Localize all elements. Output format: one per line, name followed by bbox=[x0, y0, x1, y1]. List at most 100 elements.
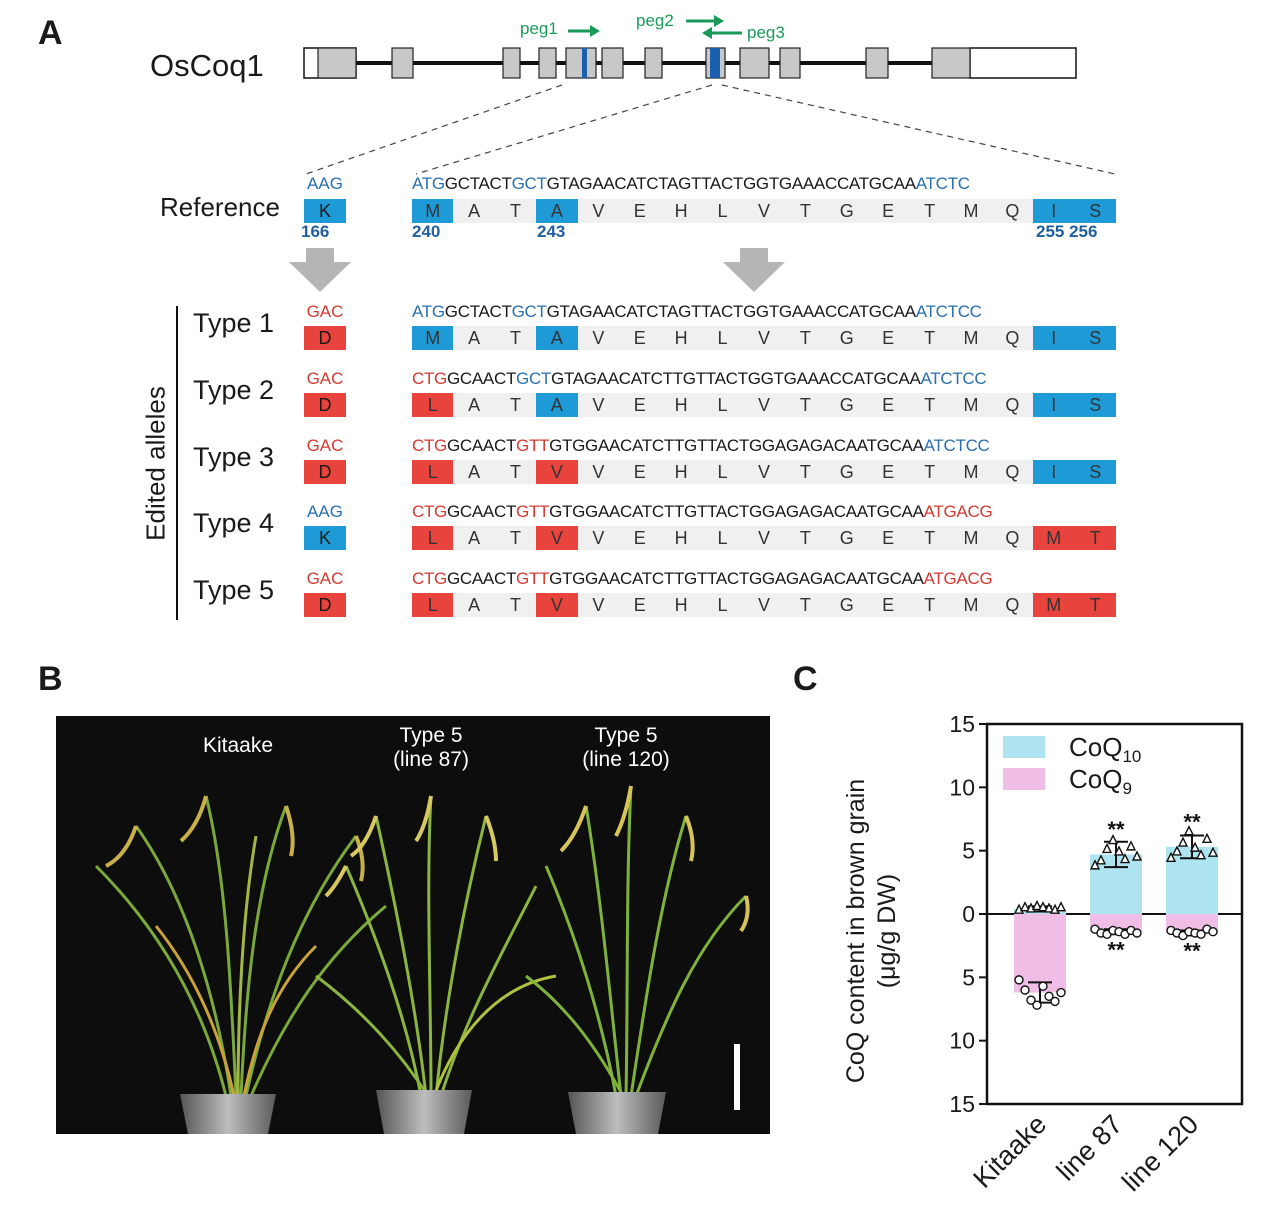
coq9-point bbox=[1038, 981, 1048, 991]
utr-3 bbox=[969, 47, 1077, 79]
coq10-point bbox=[1113, 845, 1125, 856]
allele-type-label: Type 5 bbox=[193, 575, 275, 605]
reference-aa-166: K bbox=[304, 199, 346, 223]
edit-site-2 bbox=[710, 48, 720, 78]
down-arrow-icon bbox=[723, 248, 785, 292]
plant-line120 bbox=[525, 785, 748, 1097]
type5-line120-label: Type 5 (line 120) bbox=[582, 724, 670, 771]
coq9-point bbox=[1026, 995, 1036, 1005]
plant-line87 bbox=[315, 795, 557, 1097]
y-tick-label: 5 bbox=[962, 964, 975, 990]
peg1-arrow bbox=[590, 25, 600, 37]
significance-marker: ** bbox=[1107, 937, 1125, 962]
coq9-point bbox=[1208, 927, 1218, 937]
gene-structure bbox=[289, 15, 1116, 292]
y-tick-label: 15 bbox=[949, 711, 975, 737]
panel-b-label: B bbox=[38, 660, 63, 698]
position-240: 240 bbox=[412, 222, 441, 241]
allele-type-label: Type 2 bbox=[193, 375, 275, 405]
edited-alleles-title: Edited alleles bbox=[140, 386, 171, 541]
coq9-point bbox=[1020, 985, 1030, 995]
allele-dna-sequence: ATGGCTACTGCTGTAGAACATCTAGTTACTGGTGAAACCA… bbox=[412, 302, 982, 321]
exon bbox=[739, 47, 770, 79]
allele-codon: GAC bbox=[306, 369, 344, 388]
alleles-bracket bbox=[176, 306, 178, 620]
coq9-point bbox=[1044, 991, 1054, 1002]
allele-dna-sequence: CTGGCAACTGTTGTGGAACATCTTGTTACTGGAGAGACAA… bbox=[412, 436, 990, 455]
peg-arrows bbox=[568, 15, 742, 39]
y-tick-label: 0 bbox=[962, 901, 975, 927]
coq10-point bbox=[1019, 901, 1031, 912]
coq10-point bbox=[1177, 836, 1189, 847]
allele-type-label: Type 4 bbox=[193, 508, 275, 538]
position-243: 243 bbox=[537, 222, 566, 241]
type5-line87-label: Type 5 (line 87) bbox=[393, 724, 469, 771]
coq10-point bbox=[1171, 845, 1183, 856]
allele-type-label: Type 1 bbox=[193, 308, 275, 338]
kitaake-label: Kitaake bbox=[202, 734, 274, 757]
edit-site-1 bbox=[582, 48, 587, 78]
coq10-point bbox=[1037, 901, 1049, 912]
exons bbox=[317, 47, 971, 79]
peg3-label: peg3 bbox=[747, 23, 785, 42]
coq9-point bbox=[1032, 1000, 1042, 1010]
y-tick-label: 10 bbox=[949, 1028, 975, 1054]
coq10-point bbox=[1201, 832, 1213, 843]
allele-aa-166: D bbox=[304, 460, 346, 484]
x-category-label: line 120 bbox=[1116, 1109, 1204, 1197]
exon bbox=[601, 47, 624, 79]
allele-type-label: Type 3 bbox=[193, 442, 275, 472]
allele-codon: AAG bbox=[307, 502, 343, 521]
coq10-point bbox=[1107, 833, 1119, 845]
exon bbox=[538, 47, 557, 79]
significance-marker: ** bbox=[1107, 817, 1125, 842]
coq10-point bbox=[1165, 851, 1177, 862]
down-arrow-icon bbox=[289, 248, 351, 292]
coq10-point bbox=[1207, 846, 1219, 857]
coq10-point bbox=[1125, 840, 1137, 851]
significance-marker: ** bbox=[1183, 939, 1201, 964]
pot bbox=[180, 1094, 276, 1134]
exon bbox=[931, 47, 971, 79]
exon bbox=[644, 47, 663, 79]
exon bbox=[317, 47, 357, 79]
allele-codon: GAC bbox=[306, 569, 344, 588]
coq10-point bbox=[1095, 854, 1107, 865]
peg2-label: peg2 bbox=[636, 11, 674, 30]
y-tick-label: 5 bbox=[962, 838, 975, 864]
allele-aa-166: D bbox=[304, 593, 346, 617]
scale-bar bbox=[734, 1044, 740, 1110]
exon bbox=[502, 47, 521, 79]
peg2-arrow bbox=[714, 15, 724, 27]
legend-coq9-swatch bbox=[1003, 768, 1045, 790]
peg1-label: peg1 bbox=[520, 19, 558, 38]
position-166: 166 bbox=[301, 222, 330, 241]
coq10-point bbox=[1189, 841, 1201, 852]
allele-dna-sequence: CTGGCAACTGTTGTGGAACATCTTGTTACTGGAGAGACAA… bbox=[412, 569, 993, 588]
reference-codon: AAG bbox=[307, 174, 343, 193]
pot bbox=[376, 1090, 472, 1134]
coq10-point bbox=[1089, 859, 1101, 870]
allele-aa-166: D bbox=[304, 393, 346, 417]
rice-plants-illustration bbox=[94, 785, 750, 1134]
coq10-point bbox=[1183, 825, 1195, 836]
pot bbox=[568, 1092, 666, 1134]
exon bbox=[391, 47, 414, 79]
coq9-point bbox=[1196, 929, 1206, 939]
coq10-point bbox=[1101, 842, 1113, 854]
coq9-point bbox=[1014, 975, 1024, 985]
allele-aa-166: D bbox=[304, 326, 346, 350]
reference-label: Reference bbox=[160, 192, 280, 222]
allele-codon: GAC bbox=[306, 302, 344, 321]
plant-kitaake bbox=[94, 795, 387, 1097]
coq10-point bbox=[1119, 852, 1131, 864]
coq10-point bbox=[1043, 902, 1055, 913]
rice-plants-photo: Kitaake Type 5 (line 87) Type 5 (line 120) bbox=[56, 716, 770, 1134]
